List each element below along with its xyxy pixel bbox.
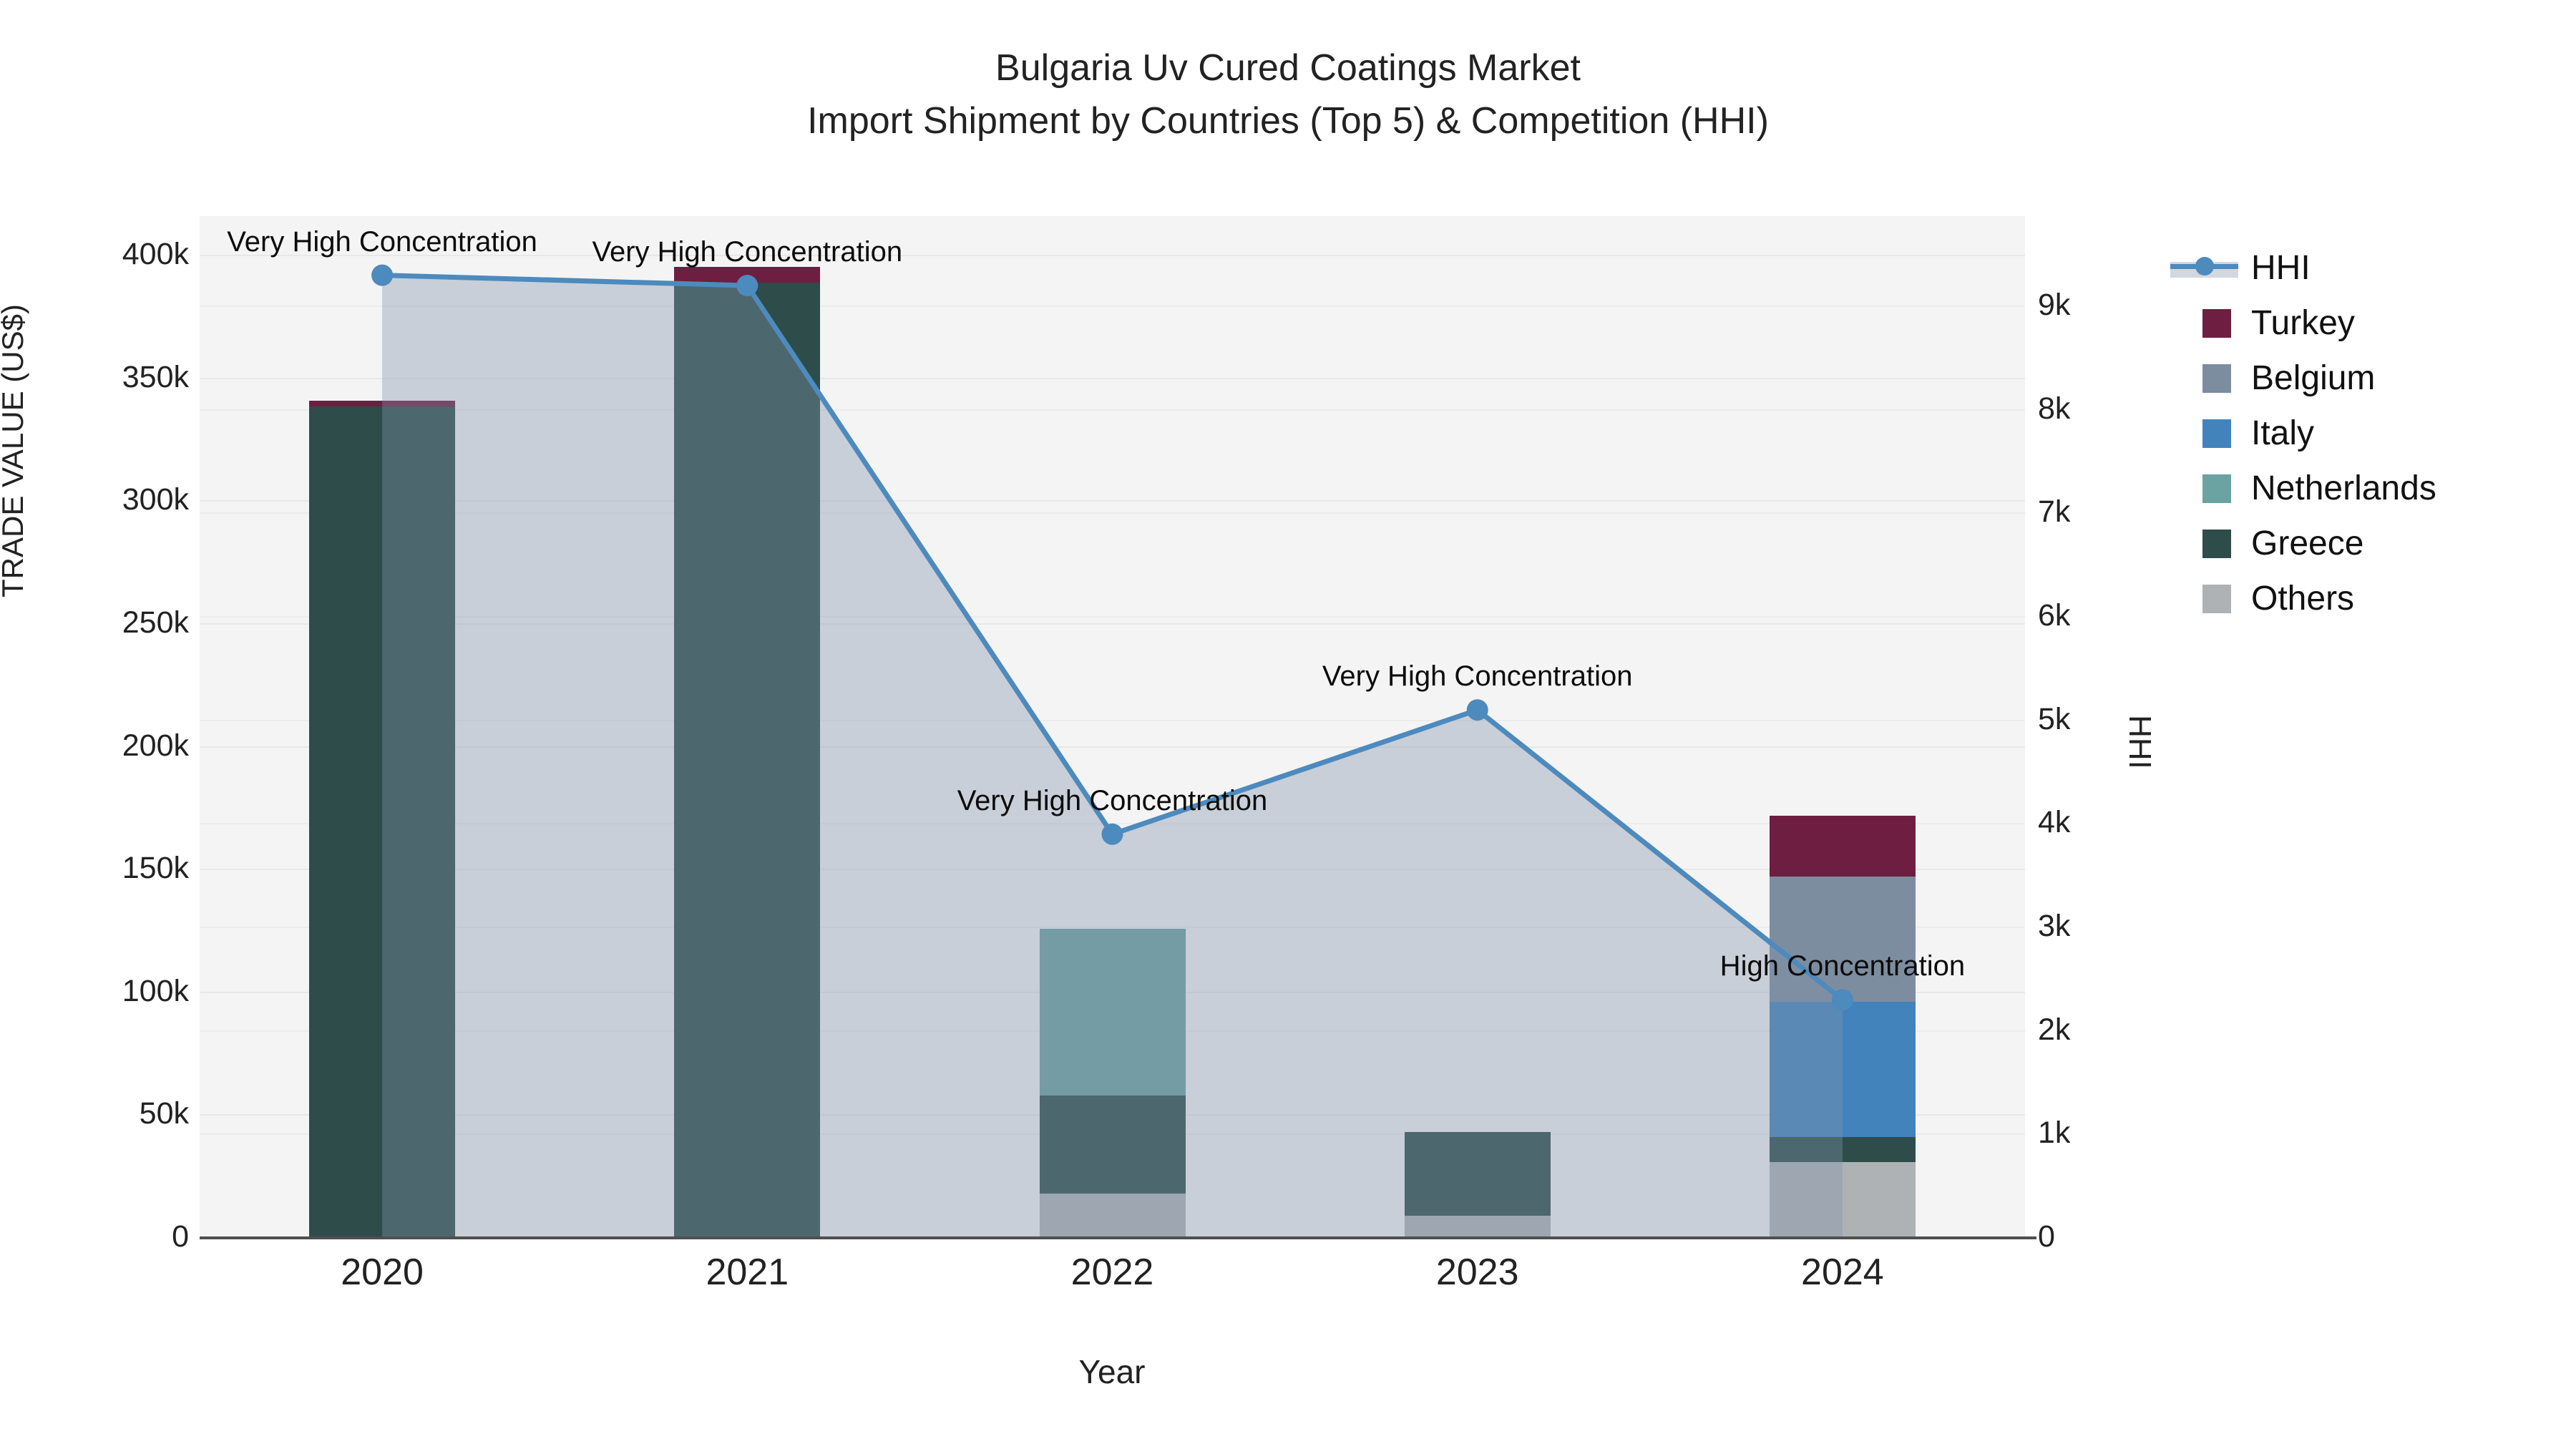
gridline-left <box>200 869 2025 871</box>
gridline-left <box>200 746 2025 748</box>
y-right-tick-9k: 9k <box>2038 288 2071 322</box>
legend-label-hhi: HHI <box>2251 249 2311 287</box>
bar-segment-belgium-2024 <box>1769 877 1916 1002</box>
legend-item-greece[interactable]: Greece <box>2202 516 2436 571</box>
hhi-line-layer <box>371 264 1853 1238</box>
chart-title-line1: Bulgaria Uv Cured Coatings Market <box>995 47 1581 89</box>
y-right-tick-8k: 8k <box>2038 391 2071 426</box>
hhi-legend-icon <box>2170 256 2238 279</box>
plot-area <box>200 216 2025 1238</box>
gridline-right <box>200 927 2025 928</box>
bar-segment-italy-2024 <box>1769 1002 1916 1138</box>
bar-segment-turkey-2020 <box>309 400 456 407</box>
y-right-tick-5k: 5k <box>2038 701 2071 736</box>
hhi-marker-2021 <box>736 275 758 297</box>
x-axis-line <box>200 1236 2036 1239</box>
gridline-right <box>200 719 2025 721</box>
bar-segment-others-2023 <box>1404 1216 1551 1238</box>
y-axis-right-title: HHI <box>2122 715 2157 769</box>
annotation-2022: Very High Concentration <box>957 784 1268 816</box>
bar-segment-greece-2023 <box>1404 1132 1551 1216</box>
y-left-tick-350k: 350k <box>122 359 189 394</box>
legend-label-turkey: Turkey <box>2251 304 2355 342</box>
gridline-left <box>200 255 2025 256</box>
x-tick-2021: 2021 <box>706 1252 789 1293</box>
legend-label-others: Others <box>2251 580 2355 618</box>
annotation-2020: Very High Concentration <box>227 225 537 258</box>
bar-segment-others-2024 <box>1769 1161 1916 1238</box>
netherlands-swatch-icon <box>2202 474 2231 503</box>
legend-label-belgium: Belgium <box>2251 359 2376 397</box>
legend-item-others[interactable]: Others <box>2202 571 2436 626</box>
legend-label-netherlands: Netherlands <box>2251 469 2436 507</box>
gridline-right <box>200 306 2025 307</box>
y-right-tick-2k: 2k <box>2038 1012 2071 1047</box>
turkey-swatch-icon <box>2202 308 2231 338</box>
hhi-marker-2023 <box>1466 699 1488 721</box>
greece-swatch-icon <box>2202 529 2231 558</box>
bar-segment-greece-2021 <box>674 282 821 1238</box>
y-left-tick-150k: 150k <box>122 851 189 886</box>
others-swatch-icon <box>2202 584 2231 613</box>
y-right-tick-0: 0 <box>2038 1219 2055 1254</box>
y-right-tick-3k: 3k <box>2038 909 2071 943</box>
x-tick-2022: 2022 <box>1070 1252 1154 1293</box>
belgium-swatch-icon <box>2202 364 2231 393</box>
y-axis-left-title: TRADE VALUE (US$) <box>0 304 29 598</box>
y-left-tick-100k: 100k <box>122 973 189 1008</box>
bar-segment-others-2022 <box>1039 1194 1186 1238</box>
gridline-right <box>200 409 2025 411</box>
x-tick-2024: 2024 <box>1801 1252 1884 1293</box>
y-left-tick-50k: 50k <box>139 1096 189 1131</box>
gridline-left <box>200 377 2025 379</box>
bar-segment-turkey-2021 <box>674 266 821 283</box>
legend: HHI Turkey Belgium Italy Netherlands Greece Ot… <box>2170 240 2436 626</box>
y-left-tick-0: 0 <box>172 1219 189 1254</box>
legend-item-hhi[interactable]: HHI <box>2170 240 2436 296</box>
y-left-tick-250k: 250k <box>122 605 189 640</box>
x-tick-2020: 2020 <box>341 1252 424 1293</box>
legend-item-italy[interactable]: Italy <box>2202 406 2436 461</box>
hhi-area-fill <box>382 275 1843 1238</box>
legend-label-italy: Italy <box>2251 414 2315 452</box>
legend-label-greece: Greece <box>2251 525 2364 562</box>
y-left-tick-300k: 300k <box>122 482 189 517</box>
hhi-marker-2022 <box>1101 823 1123 845</box>
legend-item-netherlands[interactable]: Netherlands <box>2202 461 2436 516</box>
bar-segment-netherlands-2022 <box>1039 928 1186 1096</box>
y-right-tick-1k: 1k <box>2038 1116 2071 1151</box>
bar-segment-turkey-2024 <box>1769 815 1916 877</box>
x-tick-2023: 2023 <box>1435 1252 1519 1293</box>
legend-item-belgium[interactable]: Belgium <box>2202 351 2436 406</box>
annotation-2023: Very High Concentration <box>1322 660 1633 693</box>
gridline-left <box>200 500 2025 502</box>
italy-swatch-icon <box>2202 419 2231 448</box>
gridline-right <box>200 512 2025 514</box>
y-left-tick-200k: 200k <box>122 728 189 763</box>
gridline-left <box>200 623 2025 625</box>
x-axis-title: Year <box>1078 1353 1146 1390</box>
legend-item-turkey[interactable]: Turkey <box>2202 296 2436 351</box>
y-right-tick-4k: 4k <box>2038 805 2071 840</box>
gridline-right <box>200 616 2025 618</box>
y-right-tick-7k: 7k <box>2038 494 2071 530</box>
annotation-2021: Very High Concentration <box>592 236 903 268</box>
bar-segment-greece-2024 <box>1769 1137 1916 1162</box>
chart-title-line2: Import Shipment by Countries (Top 5) & C… <box>807 100 1769 142</box>
chart-title: Bulgaria Uv Cured Coatings Market Import… <box>0 42 2576 147</box>
y-left-tick-400k: 400k <box>122 237 189 271</box>
bar-segment-greece-2020 <box>309 406 456 1238</box>
bar-segment-greece-2022 <box>1039 1095 1186 1194</box>
annotation-2024: High Concentration <box>1719 950 1966 982</box>
hhi-marker-2020 <box>371 264 394 286</box>
hhi-marker-2024 <box>1831 989 1853 1011</box>
y-right-tick-6k: 6k <box>2038 598 2071 633</box>
